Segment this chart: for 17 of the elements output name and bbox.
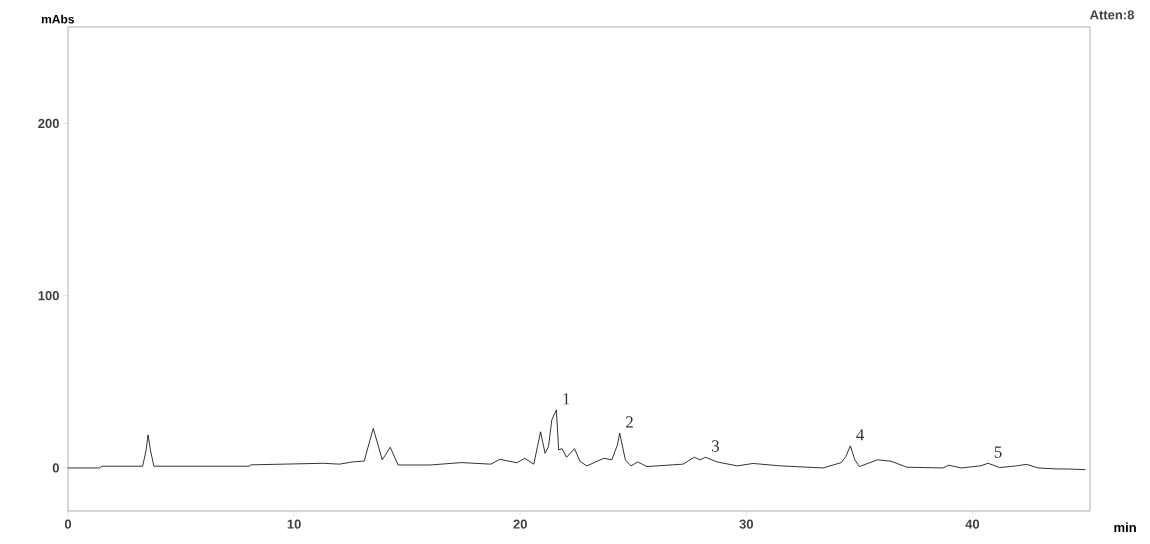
annotation: 4 (856, 429, 865, 441)
y-axis-title: mAbs (41, 14, 74, 24)
annotation: 5 (994, 446, 1002, 458)
x-tick-label: 10 (287, 519, 301, 529)
y-tick-label: 100 (38, 291, 59, 301)
annotation: 2 (625, 416, 633, 428)
x-axis-title: min (1114, 522, 1136, 532)
x-tick-label: 20 (513, 519, 527, 529)
x-tick-label: 30 (739, 519, 754, 529)
x-tick-label: 40 (965, 519, 980, 529)
text: Atten:8 (1089, 10, 1134, 20)
y-tick-label: 200 (38, 118, 59, 129)
y-tick-label: 0 (52, 463, 59, 473)
x-tick-label: 0 (64, 519, 72, 529)
line-series (67, 409, 1086, 471)
annotation: 1 (563, 393, 570, 405)
annotation: 3 (711, 440, 719, 452)
